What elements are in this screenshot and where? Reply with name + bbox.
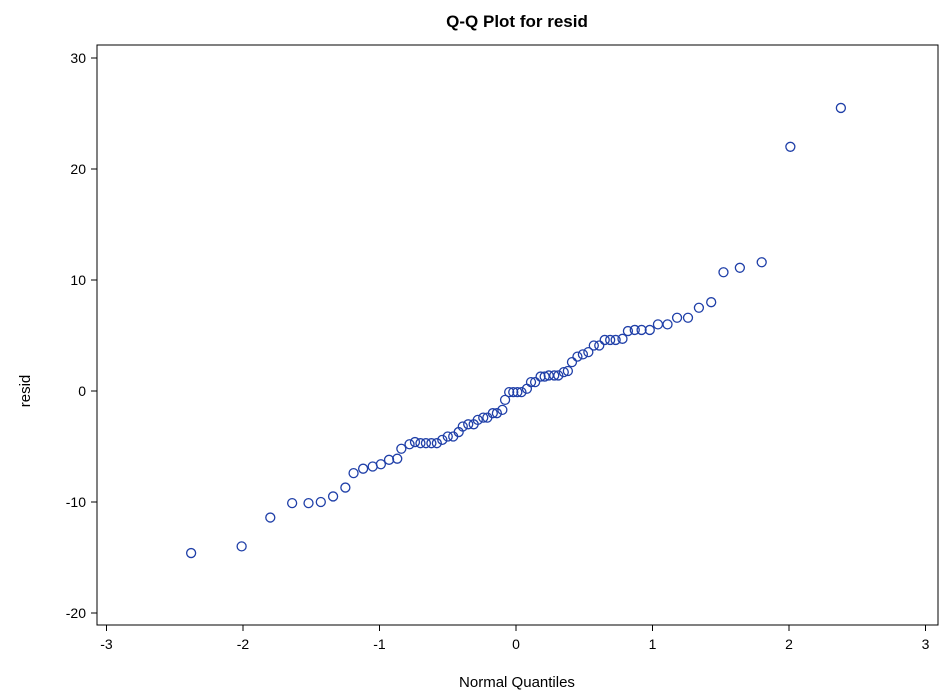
y-axis: -20 -10 0 10 20 30: [66, 50, 97, 621]
data-point: [629, 324, 640, 336]
data-point: [508, 386, 519, 398]
data-point: [529, 376, 541, 388]
data-point: [404, 439, 415, 450]
chart-title: Q-Q Plot for resid: [446, 12, 588, 31]
data-point: [599, 334, 610, 346]
plot-frame: [96, 44, 939, 626]
data-point: [525, 376, 537, 388]
data-point: [442, 431, 453, 442]
data-point: [348, 467, 359, 479]
data-point: [303, 497, 314, 509]
data-point: [706, 297, 717, 308]
x-axis-label: Normal Quantiles: [459, 674, 575, 691]
data-point: [375, 459, 387, 470]
data-point: [415, 438, 426, 449]
data-point: [644, 324, 655, 336]
data-point: [340, 482, 351, 493]
data-point: [392, 453, 403, 464]
data-point: [457, 421, 468, 432]
data-point: [431, 438, 442, 449]
data-point: [577, 349, 589, 360]
data-point: [497, 404, 508, 416]
data-point: [682, 312, 694, 323]
y-tick-label: 0: [78, 383, 86, 399]
data-point: [463, 419, 474, 430]
data-point: [636, 324, 647, 336]
y-tick-label: 10: [70, 272, 86, 288]
data-point: [558, 366, 569, 378]
data-point: [516, 386, 527, 398]
data-point: [835, 102, 847, 114]
data-point: [539, 371, 550, 382]
y-tick-label: 20: [70, 161, 86, 177]
data-point: [286, 497, 298, 509]
data-point: [594, 340, 605, 351]
x-tick-label: 0: [512, 636, 520, 652]
data-point: [487, 408, 498, 419]
data-point: [491, 408, 503, 419]
data-point: [617, 333, 628, 344]
data-point: [426, 438, 437, 449]
data-point: [265, 512, 276, 523]
data-point: [652, 319, 664, 330]
data-point: [622, 325, 634, 337]
data-points: [185, 102, 847, 559]
data-point: [756, 257, 767, 268]
data-point: [605, 334, 616, 346]
y-tick-label: 30: [70, 50, 86, 66]
data-point: [383, 454, 395, 465]
x-tick-label: -3: [100, 636, 113, 652]
y-tick-label: -10: [66, 494, 86, 510]
data-point: [357, 463, 369, 474]
data-point: [396, 443, 407, 454]
x-tick-label: -2: [237, 636, 250, 652]
data-point: [409, 436, 421, 448]
data-point: [553, 370, 564, 381]
data-point: [572, 351, 583, 362]
x-tick-label: -1: [373, 636, 386, 652]
data-point: [478, 412, 489, 423]
data-point: [566, 356, 578, 368]
data-point: [785, 141, 796, 152]
data-point: [512, 386, 523, 398]
data-point: [315, 496, 326, 508]
data-point: [693, 302, 705, 313]
data-point: [437, 434, 448, 445]
x-tick-label: 1: [649, 636, 657, 652]
data-point: [610, 334, 621, 346]
data-point: [549, 370, 560, 381]
data-point: [734, 262, 746, 273]
y-axis-label: resid: [17, 375, 34, 408]
data-point: [185, 547, 197, 559]
data-point: [420, 438, 432, 449]
x-tick-label: 2: [785, 636, 793, 652]
data-point: [236, 541, 247, 552]
data-point: [472, 414, 483, 426]
data-point: [535, 371, 546, 382]
data-point: [327, 491, 339, 502]
data-point: [588, 340, 599, 351]
data-point: [562, 365, 574, 377]
x-tick-label: 3: [922, 636, 930, 652]
data-point: [662, 319, 673, 330]
y-tick-label: -20: [66, 605, 86, 621]
data-point: [671, 312, 683, 323]
data-point: [718, 267, 729, 278]
data-point: [504, 386, 515, 398]
data-point: [583, 346, 594, 358]
x-axis: -3 -2 -1 0 1 2 3: [100, 625, 930, 652]
data-point: [499, 394, 511, 406]
